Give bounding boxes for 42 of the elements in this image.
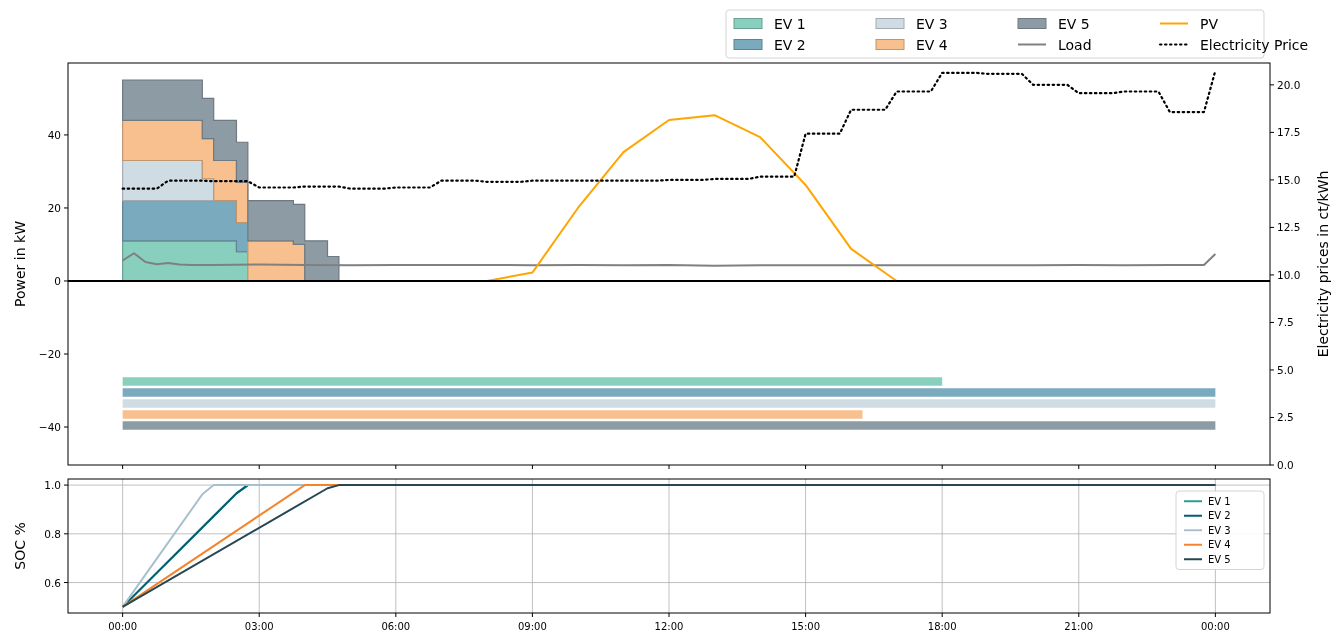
y-tick-label: 0.8 <box>44 527 61 540</box>
y2-axis-title: Electricity prices in ct/kWh <box>1315 170 1331 358</box>
legend-label: EV 2 <box>1208 510 1231 522</box>
y-tick-label: 40 <box>47 128 61 141</box>
legend-label: EV 5 <box>1058 15 1090 32</box>
y2-tick-label: 2.5 <box>1277 411 1294 424</box>
y-tick-label: 0 <box>54 274 61 287</box>
y-axis-title: SOC % <box>12 522 28 570</box>
y-tick-label: −20 <box>38 348 61 360</box>
legend-label: EV 5 <box>1208 553 1231 565</box>
y2-tick-label: 17.5 <box>1277 126 1301 139</box>
x-tick-label: 21:00 <box>1064 621 1094 632</box>
y2-tick-label: 0.0 <box>1277 459 1294 471</box>
x-tick-label: 12:00 <box>654 621 684 632</box>
y2-tick-label: 15.0 <box>1277 173 1301 186</box>
legend-label: EV 2 <box>774 36 806 53</box>
legend-label: Electricity Price <box>1200 36 1309 53</box>
y-tick-label: −40 <box>38 421 61 434</box>
legend-label: EV 1 <box>1208 495 1231 507</box>
legend-label: EV 4 <box>1208 539 1231 551</box>
legend-label: EV 3 <box>916 15 948 32</box>
y-axis-title: Power in kW <box>12 220 28 307</box>
y2-tick-label: 10.0 <box>1277 268 1301 281</box>
x-tick-label: 09:00 <box>518 621 547 632</box>
x-tick-label: 03:00 <box>244 621 274 632</box>
x-tick-label: 15:00 <box>791 621 820 632</box>
y2-tick-label: 12.5 <box>1277 221 1301 234</box>
y2-tick-label: 5.0 <box>1277 363 1294 376</box>
legend-label: Load <box>1058 36 1092 53</box>
y2-tick-label: 20.0 <box>1277 78 1301 91</box>
x-tick-label: 00:00 <box>108 621 138 632</box>
y-tick-label: 1.0 <box>44 479 61 492</box>
y2-tick-label: 7.5 <box>1277 316 1294 329</box>
legend-label: EV 4 <box>916 36 948 53</box>
y-tick-label: 20 <box>47 201 61 214</box>
legend-label: EV 1 <box>774 15 806 32</box>
x-tick-label: 18:00 <box>927 621 957 632</box>
x-tick-label: 06:00 <box>381 621 411 632</box>
legend-label: EV 3 <box>1208 524 1231 536</box>
legend-label: PV <box>1200 15 1219 32</box>
x-tick-label: 00:00 <box>1200 621 1230 632</box>
y-tick-label: 0.6 <box>44 576 62 589</box>
